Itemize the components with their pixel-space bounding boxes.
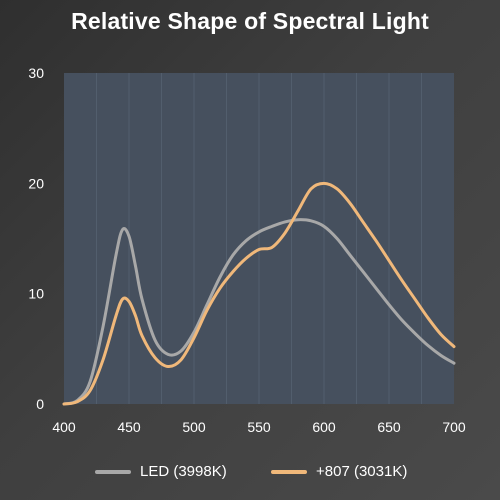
y-axis-ticks: 0 10 20 30 <box>28 65 44 412</box>
x-tick-label: 600 <box>312 419 336 435</box>
legend-label-807: +807 (3031K) <box>316 463 408 480</box>
legend-swatch-807 <box>271 469 307 474</box>
x-tick-label: 500 <box>182 419 206 435</box>
legend-swatch-led <box>95 469 131 474</box>
y-tick-label: 20 <box>28 175 44 191</box>
grid-lines <box>96 73 422 404</box>
y-tick-label: 0 <box>36 396 44 412</box>
x-tick-label: 700 <box>442 419 466 435</box>
legend-item-led: LED (3998K) <box>95 463 227 480</box>
x-tick-label: 550 <box>247 419 271 435</box>
y-tick-label: 30 <box>28 65 44 81</box>
y-tick-label: 10 <box>28 286 44 302</box>
series-line-led <box>62 218 456 406</box>
x-tick-label: 400 <box>52 419 76 435</box>
x-tick-label: 650 <box>377 419 401 435</box>
legend-item-807: +807 (3031K) <box>271 463 407 480</box>
chart-title: Relative Shape of Spectral Light <box>71 8 429 34</box>
legend-label-led: LED (3998K) <box>140 463 227 480</box>
legend: LED (3998K) +807 (3031K) <box>0 463 500 485</box>
series-lines <box>62 181 456 406</box>
series-line-807 <box>62 181 456 406</box>
x-tick-label: 450 <box>117 419 141 435</box>
x-axis-ticks: 400 450 500 550 600 650 700 <box>52 419 466 435</box>
